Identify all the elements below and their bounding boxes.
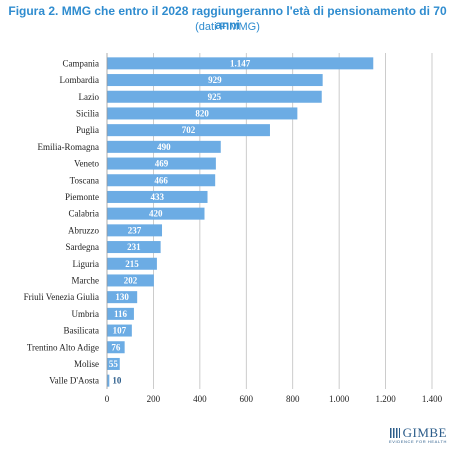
category-label: Friuli Venezia Giulia: [24, 292, 99, 302]
data-label: 469: [155, 159, 169, 169]
x-tick-label: 800: [286, 394, 300, 404]
bar: [107, 357, 120, 370]
data-label: 231: [127, 242, 141, 252]
bar: [107, 124, 270, 137]
data-label: 130: [115, 292, 129, 302]
gimbe-logo-icon: [389, 428, 400, 438]
bar: [107, 241, 161, 254]
x-tick-label: 200: [147, 394, 161, 404]
logo-tagline: EVIDENCE FOR HEALTH: [389, 439, 447, 444]
bar: [107, 307, 134, 320]
bar: [107, 107, 298, 120]
x-tick-label: 1.000: [329, 394, 350, 404]
bar: [107, 224, 163, 237]
category-label: Lombardia: [60, 75, 100, 85]
x-tick-label: 1.400: [422, 394, 443, 404]
category-label: Campania: [63, 58, 100, 68]
x-tick-label: 400: [193, 394, 207, 404]
category-label: Umbria: [72, 309, 100, 319]
category-label: Puglia: [76, 125, 99, 135]
category-label: Marche: [72, 275, 99, 285]
bar: [107, 341, 125, 354]
bar: [107, 57, 374, 70]
category-label: Trentino Alto Adige: [27, 342, 99, 352]
category-label: Piemonte: [65, 192, 99, 202]
x-tick-label: 600: [240, 394, 254, 404]
data-label: 820: [195, 108, 209, 118]
chart-subtitle: (dati FIMMG): [195, 21, 260, 33]
bar: [107, 174, 216, 187]
category-label: Basilicata: [64, 326, 100, 336]
data-label: 929: [208, 75, 222, 85]
bar: [107, 90, 322, 103]
data-label: 925: [208, 92, 222, 102]
data-label: 420: [149, 209, 163, 219]
data-label: 215: [125, 259, 139, 269]
data-label: 466: [154, 175, 168, 185]
bar: [107, 140, 221, 153]
category-label: Abruzzo: [68, 225, 99, 235]
logo-name: GIMBE: [402, 425, 447, 440]
chart-title: Figura 2. MMG che entro il 2028 raggiung…: [8, 4, 447, 32]
bar: [107, 291, 138, 304]
data-label: 10: [112, 376, 122, 386]
data-label: 702: [182, 125, 196, 135]
data-label: 202: [124, 275, 138, 285]
category-label: Sardegna: [66, 242, 100, 252]
category-label: Toscana: [70, 175, 99, 185]
bar: [107, 157, 216, 170]
x-tick-label: 0: [105, 394, 110, 404]
data-label: 237: [128, 225, 142, 235]
category-label: Emilia-Romagna: [38, 142, 99, 152]
data-label: 116: [114, 309, 128, 319]
bar: [107, 207, 205, 220]
bar: [107, 374, 110, 387]
bar: [107, 74, 323, 87]
data-label: 76: [111, 342, 121, 352]
data-label: 1.147: [230, 58, 251, 68]
data-label: 490: [157, 142, 171, 152]
category-label: Sicilia: [76, 108, 99, 118]
category-label: Veneto: [74, 159, 99, 169]
gimbe-logo: GIMBE EVIDENCE FOR HEALTH: [389, 425, 447, 444]
data-label: 55: [109, 359, 119, 369]
x-tick-label: 1.200: [375, 394, 396, 404]
data-label: 107: [113, 326, 127, 336]
bar: [107, 274, 154, 287]
bar: [107, 257, 157, 270]
category-label: Lazio: [79, 92, 100, 102]
category-label: Molise: [74, 359, 99, 369]
bar: [107, 324, 132, 337]
category-label: Liguria: [73, 259, 100, 269]
category-label: Calabria: [69, 209, 100, 219]
bar: [107, 190, 208, 203]
category-label: Valle D'Aosta: [49, 376, 99, 386]
data-label: 433: [151, 192, 165, 202]
